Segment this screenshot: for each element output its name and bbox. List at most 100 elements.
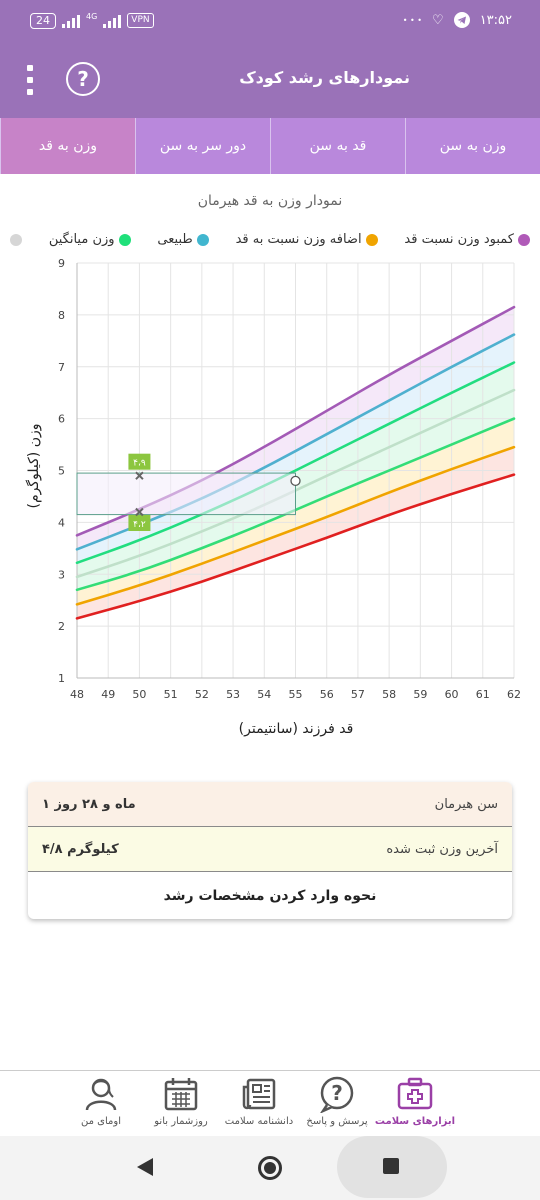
y-tick-4: 4 (58, 516, 65, 529)
chart-tabs: وزن به سن قد به سن دور سر به سن وزن به ق… (0, 118, 540, 174)
y-tick-6: 6 (58, 413, 65, 426)
user-avatar-icon (85, 1078, 117, 1111)
svg-text:?: ? (331, 1081, 343, 1105)
battery-indicator: 24 (30, 12, 56, 29)
legend-label-average: وزن میانگین (48, 232, 115, 247)
growth-chart: ۴،۹۴،۲ 48 49 50 51 52 53 54 55 56 57 58 59 60 61 62 12… (25, 257, 521, 737)
y-tick-2: 2 (58, 620, 65, 633)
current-measurement-marker (290, 475, 301, 487)
age-label: سن هیرمان (434, 796, 498, 812)
heart-app-icon: ♡ (432, 12, 444, 28)
tab-weight-for-height[interactable]: وزن به قد (0, 118, 135, 174)
nav-label-calendar: روزشمار بانو (154, 1116, 208, 1127)
calendar-icon (164, 1078, 198, 1111)
status-time: ۱۳:۵۲ (479, 12, 512, 28)
chart-lines (75, 305, 516, 620)
nav-encyclopedia[interactable]: دانشنامه سلامت (216, 1075, 302, 1127)
weight-label: آخرین وزن ثبت شده (386, 841, 498, 857)
nav-profile[interactable]: اومای من (58, 1075, 144, 1127)
x-tick-48: 48 (70, 688, 84, 701)
x-axis-label: قد فرزند (سانتیمتر) (239, 721, 354, 737)
legend-average: وزن میانگین (49, 232, 131, 247)
series-line-2 (75, 361, 516, 565)
tab-height-for-age[interactable]: قد به سن (270, 118, 405, 174)
legend-normal: طبیعی (157, 232, 209, 247)
recent-apps-icon[interactable] (383, 1158, 399, 1174)
nav-health-tools[interactable]: ابزارهای سلامت (372, 1075, 458, 1127)
back-icon[interactable] (137, 1158, 153, 1176)
y-tick-8: 8 (58, 309, 65, 322)
y-tick-7: 7 (58, 361, 65, 374)
chart-grid (76, 262, 515, 679)
range-x-mark-1 (135, 507, 144, 517)
range-badge-1 (128, 515, 151, 531)
network-label: 4G (86, 12, 98, 21)
x-tick-62: 62 (507, 688, 521, 701)
x-tick-60: 60 (445, 688, 459, 701)
nav-label-qa: پرسش و پاسخ (306, 1116, 368, 1127)
tab-head-circumference[interactable]: دور سر به سن (135, 118, 270, 174)
x-tick-57: 57 (351, 688, 365, 701)
home-icon[interactable] (258, 1156, 282, 1180)
x-tick-49: 49 (101, 688, 115, 701)
help-icon[interactable]: ? (66, 62, 100, 96)
x-axis-ticks: 48 49 50 51 52 53 54 55 56 57 58 59 60 61 62 (70, 688, 521, 701)
telegram-icon (453, 12, 470, 28)
nav-calendar[interactable]: روزشمار بانو (138, 1075, 224, 1127)
range-badge-label-0: ۴،۹ (133, 459, 146, 469)
x-tick-51: 51 (164, 688, 178, 701)
x-tick-61: 61 (476, 688, 490, 701)
chart-legend: کمبود وزن نسبت قد اضافه وزن نسبت به قد ط… (10, 232, 530, 247)
y-tick-5: 5 (58, 465, 65, 478)
legend-dot-normal (196, 233, 209, 246)
legend-dot-average (118, 233, 131, 246)
y-axis-label: وزن (کیلوگرم) (25, 424, 42, 509)
nav-qa[interactable]: ? پرسش و پاسخ (294, 1075, 380, 1127)
more-notifications-icon: • • • (402, 15, 423, 25)
overflow-menu-icon[interactable] (27, 65, 33, 97)
signal-icon (62, 14, 80, 28)
legend-label-underweight: کمبود وزن نسبت قد (404, 232, 514, 247)
range-box (76, 472, 296, 516)
x-tick-53: 53 (226, 688, 240, 701)
legend-dot-overweight (365, 233, 378, 246)
bottom-nav: ابزارهای سلامت ? پرسش و پاسخ دانشنامه سل… (0, 1070, 540, 1137)
system-nav-bar (0, 1136, 540, 1200)
y-tick-9: 9 (58, 257, 65, 270)
x-tick-55: 55 (289, 688, 303, 701)
legend-dot-underweight (518, 233, 530, 246)
x-tick-56: 56 (320, 688, 334, 701)
range-badge-label-1: ۴،۲ (133, 520, 146, 530)
x-tick-54: 54 (257, 688, 271, 701)
nav-label-health-tools: ابزارهای سلامت (374, 1116, 456, 1127)
range-x-mark-0 (135, 471, 144, 480)
legend-underweight: کمبود وزن نسبت قد (404, 232, 530, 247)
band-fill-3 (77, 390, 514, 590)
weight-row: آخرین وزن ثبت شده ۴/۸ کیلوگرم (28, 827, 512, 872)
legend-extra (10, 232, 22, 247)
weight-value: ۴/۸ کیلوگرم (42, 841, 119, 857)
age-value: ۱ ماه و ۲۸ روز (42, 796, 136, 812)
nav-label-profile: اومای من (81, 1116, 121, 1127)
chart-overlay: ۴،۹ ۴،۲ (76, 453, 301, 531)
chart-title: نمودار وزن به قد هیرمان (197, 193, 343, 209)
x-tick-58: 58 (382, 688, 396, 701)
newspaper-icon (242, 1078, 276, 1110)
page-title: نمودارهای رشد کودک (239, 68, 410, 87)
y-axis-ticks: 1 2 3 4 5 6 7 8 9 (58, 257, 65, 685)
legend-dot-extra (10, 233, 22, 246)
legend-label-overweight: اضافه وزن نسبت به قد (235, 232, 362, 247)
series-line-6 (75, 473, 516, 620)
x-tick-52: 52 (195, 688, 209, 701)
x-tick-59: 59 (413, 688, 427, 701)
medical-kit-icon (397, 1077, 433, 1110)
legend-label-normal: طبیعی (157, 232, 193, 247)
nav-label-encyclopedia: دانشنامه سلامت (224, 1116, 294, 1127)
howto-button[interactable]: نحوه وارد کردن مشخصات رشد (163, 888, 377, 904)
series-line-5 (75, 445, 516, 606)
vpn-badge: VPN (127, 13, 154, 28)
question-bubble-icon: ? (319, 1076, 354, 1114)
status-bar: 24 4G VPN • • • ♡ ۱۳:۵۲ (0, 0, 540, 42)
age-row: سن هیرمان ۱ ماه و ۲۸ روز (28, 782, 512, 827)
tab-weight-for-age[interactable]: وزن به سن (405, 118, 540, 174)
